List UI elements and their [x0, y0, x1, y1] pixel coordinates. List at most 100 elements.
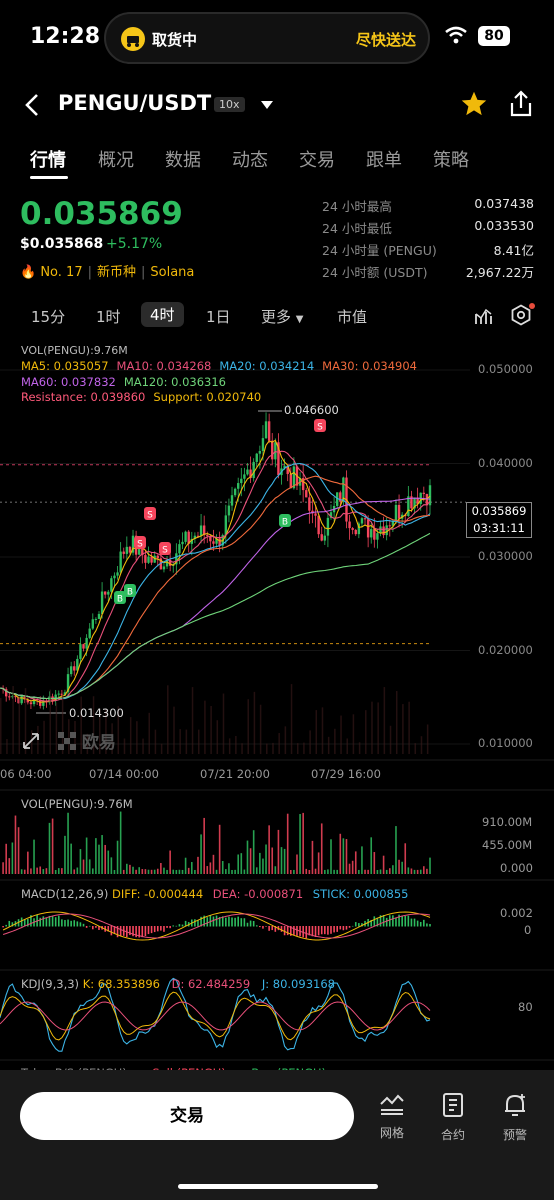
tab-market[interactable]: 行情 [30, 150, 66, 171]
macd-bar [169, 926, 171, 929]
share-icon[interactable] [508, 90, 534, 118]
candle-body [116, 572, 119, 576]
macd-bar [370, 919, 373, 927]
volume-bar [116, 840, 119, 874]
volume-bar [289, 870, 292, 874]
macd-bar [57, 915, 60, 927]
candle-body [119, 551, 122, 573]
macd-bar [237, 916, 240, 927]
volume-ghost [296, 743, 299, 754]
macd-bar [339, 926, 342, 930]
back-icon[interactable] [22, 92, 44, 118]
dynamic-island[interactable]: 取货中 尽快送达 [104, 12, 430, 64]
volume-ghost [0, 698, 2, 754]
high-marker-label: 0.046600 [284, 403, 339, 417]
macd-bar [429, 923, 431, 927]
macd-bar [70, 920, 72, 927]
trade-button[interactable]: 交易 [20, 1092, 354, 1140]
y-tick: 0.020000 [478, 643, 533, 657]
expand-icon[interactable] [20, 730, 42, 752]
tf-more[interactable]: 更多 ▼ [261, 306, 304, 327]
legend-entry: MA120: 0.036316 [123, 375, 226, 389]
macd-bar [203, 915, 205, 927]
settings-icon[interactable] [510, 304, 532, 326]
volume-bar [85, 837, 88, 874]
macd-dea-line [2, 913, 431, 939]
rank-badge[interactable]: No. 17 [40, 265, 83, 280]
macd-bar [342, 926, 345, 931]
tab-trade[interactable]: 交易 [299, 150, 335, 171]
volume-bar [320, 823, 323, 874]
ma5-line [0, 439, 431, 703]
macd-bar [110, 926, 113, 936]
volume-bar [296, 854, 298, 874]
volume-bar [79, 849, 82, 874]
alert-button[interactable]: 预警 [490, 1092, 540, 1143]
tab-news[interactable]: 动态 [232, 150, 268, 171]
alert-icon [505, 1094, 525, 1116]
tab-overview[interactable]: 概况 [98, 150, 134, 171]
stat-value: 0.033530 [474, 218, 534, 233]
volume-bar [67, 812, 69, 874]
volume-bar [135, 869, 137, 874]
volume-ghost [55, 702, 58, 754]
volume-ghost [204, 700, 206, 754]
volume-bar [150, 869, 153, 874]
tab-data[interactable]: 数据 [165, 150, 201, 171]
tf-1h[interactable]: 1时 [96, 308, 121, 326]
volume-bar [92, 868, 94, 874]
last-price-box: 0.035869 03:31:11 [466, 502, 532, 538]
contract-button[interactable]: 合约 [428, 1092, 478, 1143]
volume-ghost [210, 705, 212, 754]
candle-body [376, 533, 379, 540]
volume-ghost [365, 710, 367, 754]
volume-bar [404, 843, 407, 874]
vol-tick: 455.00M [482, 838, 533, 852]
candle-countdown: 03:31:11 [473, 521, 525, 535]
volume-bar [122, 869, 125, 874]
ma-legend-2: MA60: 0.037832 MA120: 0.036316 [21, 375, 234, 389]
candle-body [17, 697, 20, 704]
candle-body [230, 495, 234, 506]
candle-body [237, 483, 240, 489]
volume-ghost [111, 723, 113, 754]
macd-bar [138, 926, 141, 938]
volume-bar [237, 854, 240, 874]
candle-body [39, 700, 42, 706]
candle-body [212, 541, 215, 544]
stat-value: 8.41亿 [493, 243, 534, 258]
volume-bar [271, 847, 274, 874]
candle-body [335, 492, 339, 506]
macd-bar [64, 920, 66, 927]
volume-ghost [309, 730, 311, 754]
grid-button[interactable]: 网格 [367, 1092, 417, 1141]
volume-ghost [142, 738, 144, 754]
caret-down-icon[interactable] [260, 100, 274, 110]
macd-bar [2, 926, 4, 928]
pair-title[interactable]: PENGU/USDT [58, 91, 212, 115]
tab-strategy[interactable]: 策略 [433, 150, 469, 171]
status-bar: 12:28 取货中 尽快送达 80 [0, 0, 554, 78]
macd-bar [166, 926, 168, 928]
star-icon[interactable] [460, 90, 488, 118]
candle-body [178, 544, 181, 554]
tf-marketcap[interactable]: 市值 [337, 308, 368, 326]
legend-entry: MA60: 0.037832 [21, 375, 116, 389]
macd-bar [61, 919, 63, 927]
tf-15m[interactable]: 15分 [31, 308, 66, 326]
tf-4h[interactable]: 4时 [141, 302, 184, 327]
volume-bar [259, 852, 261, 874]
trade-signal-label: S [147, 511, 153, 521]
macd-bar [76, 921, 79, 927]
indicator-icon[interactable] [474, 306, 494, 326]
candle-body [209, 535, 212, 542]
tf-1d[interactable]: 1日 [206, 308, 231, 326]
macd-bar [20, 917, 23, 927]
tab-copy[interactable]: 跟单 [366, 150, 402, 171]
ma-legend-row: MA60: 0.037832 MA120: 0.036316 [21, 375, 234, 389]
macd-bar [324, 926, 326, 935]
trade-signal-label: S [162, 546, 168, 556]
watermark-text: 欧易 [81, 733, 116, 753]
volume-ghost [420, 736, 423, 754]
